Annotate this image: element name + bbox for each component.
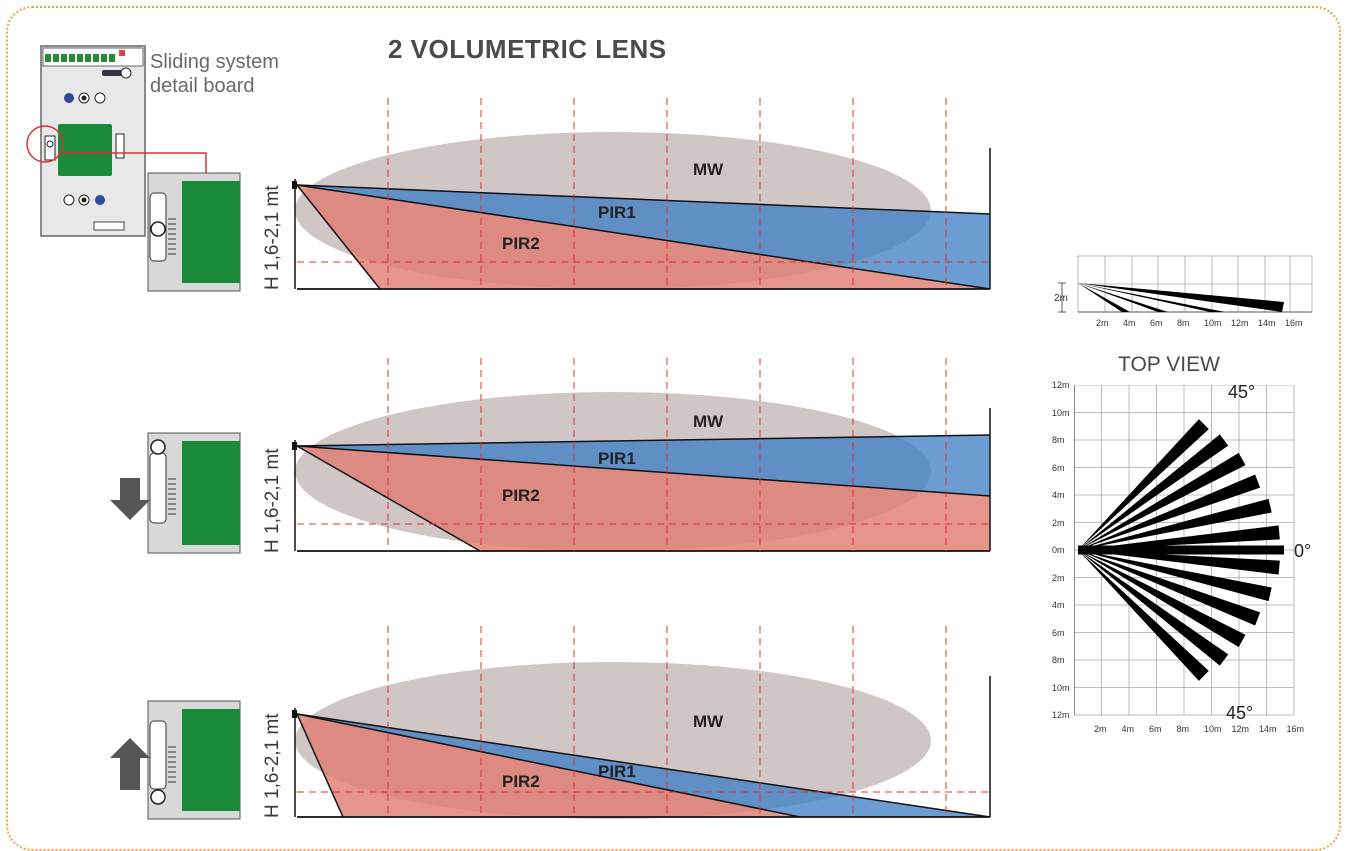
- height-label-3: H 1,6-2,1 mt: [262, 713, 283, 818]
- page-title: 2 VOLUMETRIC LENS: [388, 34, 667, 64]
- pir1-edge-2: [296, 434, 991, 447]
- top-y-tick: 2m: [1052, 517, 1065, 528]
- board-pcb-2: [182, 441, 240, 545]
- top-y-tick: 10m: [1052, 407, 1070, 418]
- side-x-tick: 12m: [1231, 318, 1249, 328]
- top-x-tick: 4m: [1121, 724, 1135, 734]
- top-y-tick: 12m: [1052, 710, 1070, 720]
- detail-board-illustration: [26, 45, 207, 237]
- sensor-mark-3: [292, 710, 297, 718]
- side-x-tick: 16m: [1285, 318, 1303, 328]
- pir2-edge-3: [296, 713, 801, 818]
- top-beam-12: [1078, 550, 1209, 681]
- top-beam-4: [1078, 474, 1261, 550]
- board-pcb-1: [182, 181, 240, 283]
- mw-label-2: MW: [693, 412, 724, 431]
- top-x-tick: 14m: [1259, 724, 1277, 734]
- side-height-tick: 2m: [1054, 293, 1068, 304]
- slider-track-2: [149, 452, 167, 524]
- board-pcb-3: [182, 709, 240, 811]
- top-view-diagram: [1074, 385, 1295, 716]
- slider-track-3: [149, 720, 167, 790]
- top-y-tick: 8m: [1052, 435, 1065, 445]
- pir2-edge-1: [296, 184, 991, 290]
- detail-board-label: Sliding system detail board: [150, 50, 279, 98]
- top-x-tick: 6m: [1149, 724, 1162, 734]
- side-x-tick: 2m: [1096, 318, 1109, 328]
- arrow-up-icon: [110, 738, 150, 790]
- slider-screw-2: [150, 439, 166, 455]
- pir2-label-1: PIR2: [502, 234, 540, 253]
- slider-screw-3: [150, 789, 166, 805]
- top-x-tick: 12m: [1231, 724, 1250, 734]
- angle-mid-label: 0°: [1294, 541, 1312, 561]
- pir2-label-3: PIR2: [502, 772, 540, 791]
- top-y-tick: 8m: [1052, 655, 1065, 665]
- top-y-tick: 4m: [1052, 490, 1065, 500]
- pir2-zone-2: [297, 446, 990, 551]
- steep-edge-1: [296, 184, 381, 290]
- height-label-2: H 1,6-2,1 mt: [262, 448, 283, 553]
- pir1-label-2: PIR1: [598, 449, 636, 468]
- top-beam-2: [1078, 434, 1229, 550]
- side-range-diagram: [1058, 255, 1313, 313]
- top-beam-3: [1078, 452, 1246, 550]
- top-beam-5: [1078, 498, 1272, 550]
- pir2-label-2: PIR2: [502, 486, 540, 505]
- top-beam-8: [1078, 550, 1272, 602]
- sensor-mark-1: [292, 181, 297, 189]
- side-x-tick: 10m: [1204, 318, 1222, 328]
- top-x-tick: 8m: [1176, 724, 1190, 734]
- top-y-tick: 6m: [1052, 627, 1065, 638]
- top-y-tick: 12m: [1052, 380, 1070, 390]
- top-x-tick: 10m: [1204, 724, 1222, 734]
- side-x-tick: 6m: [1150, 318, 1163, 328]
- top-y-tick: 6m: [1052, 462, 1065, 473]
- top-beam-10: [1078, 550, 1246, 648]
- side-x-tick: 4m: [1123, 318, 1136, 328]
- pir1-label-1: PIR1: [598, 203, 636, 222]
- top-view-title: TOP VIEW: [1118, 353, 1220, 376]
- top-beam-11: [1078, 550, 1229, 666]
- top-y-tick: 4m: [1052, 600, 1065, 610]
- side-x-tick: 14m: [1258, 318, 1276, 328]
- detail-board-line2: detail board: [150, 75, 255, 97]
- angle-top-label: 45°: [1228, 382, 1256, 402]
- mw-label-3: MW: [693, 712, 724, 731]
- slider-screw-1: [150, 221, 166, 237]
- detail-board-line1: Sliding system: [150, 51, 279, 73]
- height-label-1: H 1,6-2,1 mt: [262, 185, 283, 290]
- arrow-down-icon: [110, 478, 150, 520]
- top-beam-9: [1078, 550, 1261, 626]
- top-y-tick: 0m: [1052, 545, 1065, 555]
- top-beam-1: [1078, 419, 1209, 550]
- mw-label-1: MW: [693, 160, 724, 179]
- side-x-tick: 8m: [1177, 318, 1190, 328]
- steep-edge-2: [296, 445, 481, 552]
- angle-bottom-label: 45°: [1226, 703, 1254, 723]
- pir2-edge-2: [296, 445, 991, 497]
- pir1-edge-3: [296, 713, 991, 818]
- top-y-tick: 2m: [1052, 572, 1065, 583]
- pir1-label-3: PIR1: [598, 762, 636, 781]
- sensor-mark-2: [292, 442, 297, 450]
- pir1-zone-2: [297, 435, 990, 496]
- top-x-tick: 2m: [1094, 724, 1107, 734]
- top-x-tick: 16m: [1286, 724, 1305, 734]
- steep-edge-3: [296, 713, 344, 818]
- top-y-tick: 10m: [1052, 682, 1070, 693]
- top-beam-6: [1078, 525, 1280, 550]
- pir1-edge-1: [296, 184, 991, 215]
- top-beam-7: [1078, 550, 1280, 575]
